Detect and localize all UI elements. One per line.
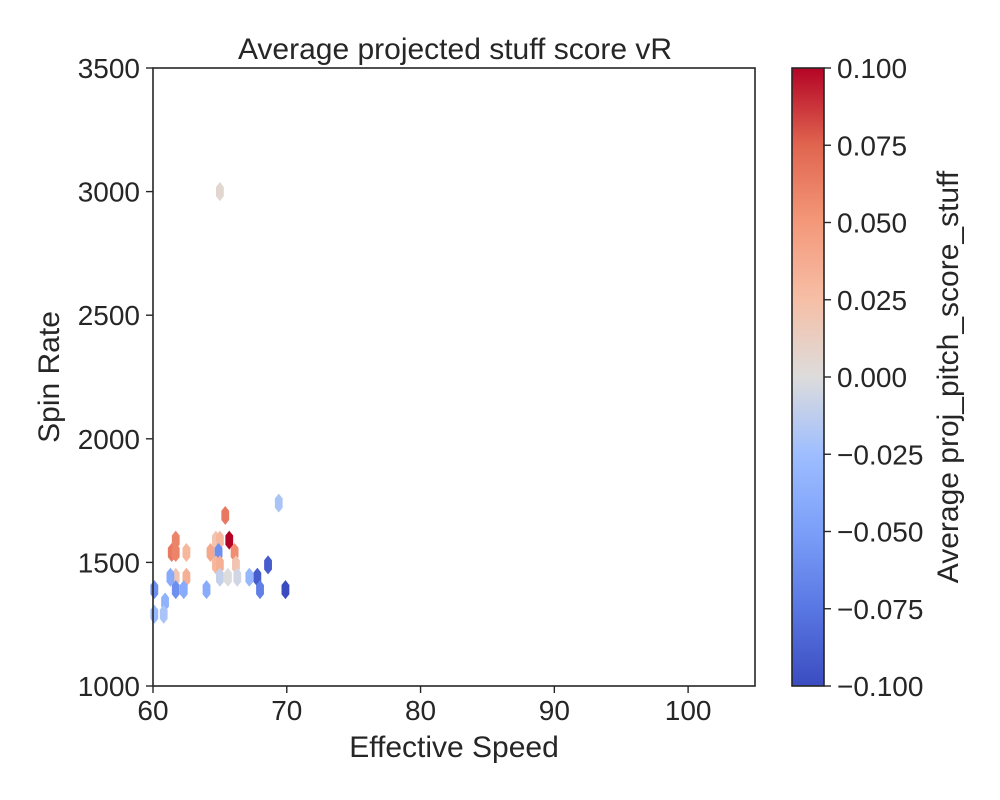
chart-title: Average projected stuff score vR <box>238 33 672 66</box>
y-tick-label: 1000 <box>78 671 140 702</box>
hexbin-cell <box>274 493 283 513</box>
hexbin-cell <box>225 530 234 550</box>
colorbar <box>791 67 825 687</box>
colorbar-tick-label: 0.100 <box>837 53 907 84</box>
y-axis: 1000 1500 2000 2500 3000 3500 <box>78 53 153 702</box>
hexbin-cell <box>182 543 191 562</box>
hexbin-cell <box>215 567 224 587</box>
hexbin-cell <box>166 567 175 587</box>
x-tick-label: 90 <box>539 695 570 726</box>
hexbin-cell <box>281 580 290 600</box>
colorbar-tick-label: 0.050 <box>837 208 907 239</box>
y-tick-label: 2000 <box>78 424 140 455</box>
hexbin-cell <box>159 604 168 624</box>
colorbar-tick-label: 0.025 <box>837 285 907 316</box>
hexbin-cell <box>179 580 188 600</box>
hexbin-cell <box>224 567 232 587</box>
colorbar-label: Average proj_pitch_score_stuff <box>932 170 965 583</box>
x-tick-label: 60 <box>137 695 168 726</box>
hexbin-cell <box>233 567 242 587</box>
colorbar-tick-label: −0.050 <box>837 517 923 548</box>
x-axis: 60 70 80 90 100 <box>137 686 711 726</box>
colorbar-ticks: 0.100 0.075 0.050 0.025 0.000 −0.025 −0.050 −0.… <box>824 53 923 702</box>
y-tick-label: 1500 <box>78 547 140 578</box>
y-tick-label: 3000 <box>78 177 140 208</box>
hexbin-cell <box>256 580 264 600</box>
hexbin-cell <box>206 543 215 562</box>
hexbin-layer <box>150 182 290 624</box>
hexbin-cell <box>171 543 180 562</box>
colorbar-tick-label: 0.000 <box>837 362 907 393</box>
y-axis-label: Spin Rate <box>33 311 66 443</box>
plot-frame <box>152 67 756 687</box>
hexbin-cell <box>171 580 180 600</box>
y-tick-label: 3500 <box>78 53 140 84</box>
colorbar-tick-label: 0.075 <box>837 130 907 161</box>
hexbin-cell <box>215 182 224 202</box>
hexbin-cell <box>202 580 211 600</box>
colorbar-tick-label: −0.075 <box>837 594 923 625</box>
x-tick-label: 80 <box>405 695 436 726</box>
x-axis-label: Effective Speed <box>349 731 559 764</box>
colorbar-tick-label: −0.100 <box>837 671 923 702</box>
hexbin-cell <box>150 604 159 624</box>
hexbin-cell <box>150 580 159 600</box>
x-tick-label: 100 <box>665 695 712 726</box>
x-tick-label: 70 <box>271 695 302 726</box>
hexbin-cell <box>245 567 254 587</box>
y-tick-label: 2500 <box>78 300 140 331</box>
hexbin-cell <box>264 555 272 575</box>
colorbar-tick-label: −0.025 <box>837 439 923 470</box>
hexbin-cell <box>221 505 230 525</box>
